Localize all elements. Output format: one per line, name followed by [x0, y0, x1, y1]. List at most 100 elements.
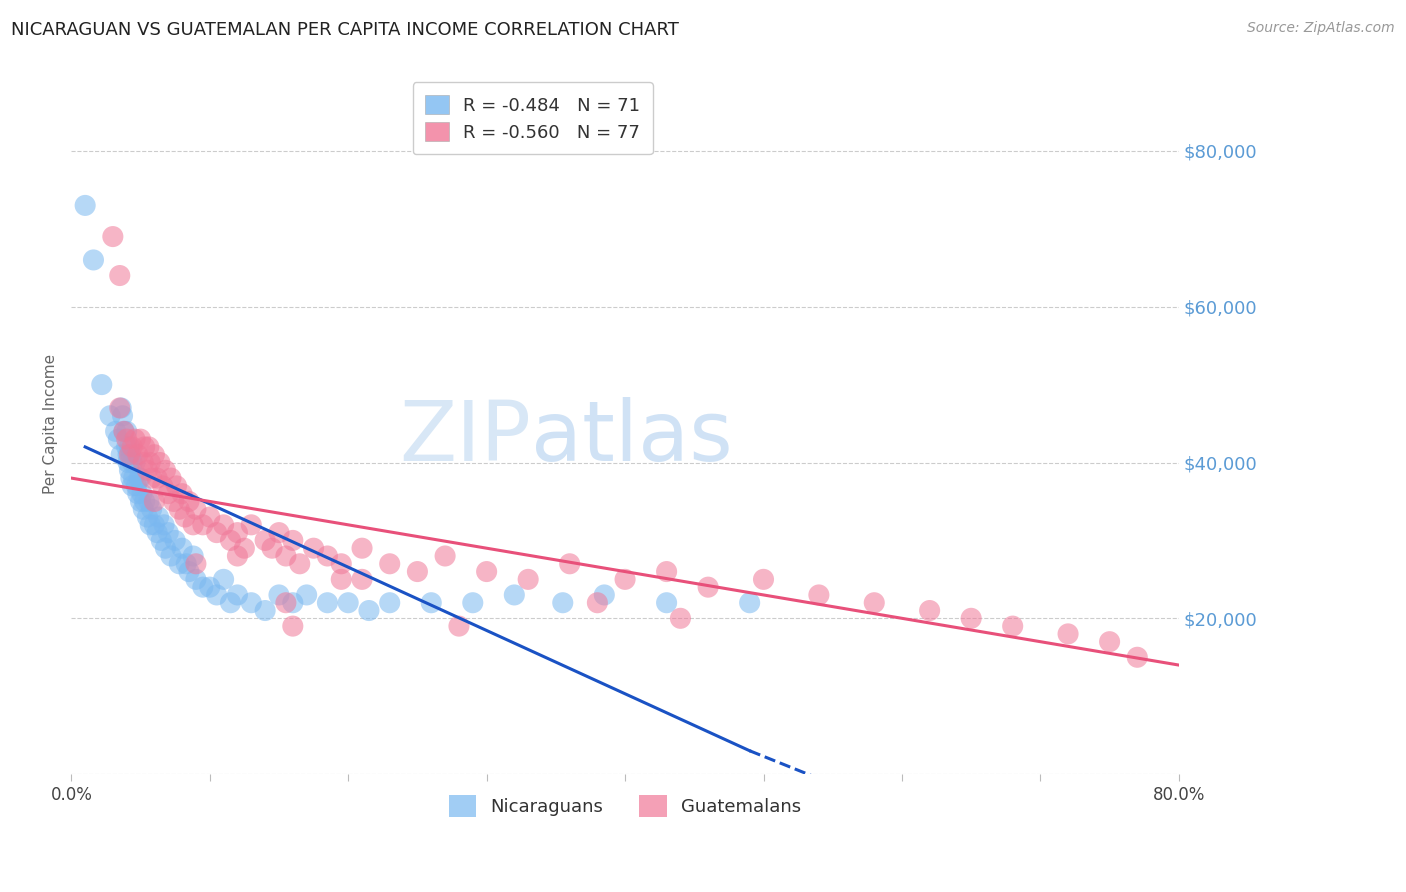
Point	[143, 517, 166, 532]
Point	[558, 557, 581, 571]
Point	[1057, 627, 1080, 641]
Point	[226, 549, 249, 563]
Point	[127, 448, 149, 462]
Point	[121, 440, 143, 454]
Point	[406, 565, 429, 579]
Point	[163, 494, 186, 508]
Point	[267, 588, 290, 602]
Point	[330, 573, 353, 587]
Point	[260, 541, 283, 556]
Point	[274, 596, 297, 610]
Point	[184, 573, 207, 587]
Point	[117, 456, 139, 470]
Point	[160, 471, 183, 485]
Point	[124, 456, 146, 470]
Point	[98, 409, 121, 423]
Point	[129, 471, 152, 485]
Legend: Nicaraguans, Guatemalans: Nicaraguans, Guatemalans	[441, 789, 808, 825]
Point	[129, 494, 152, 508]
Point	[461, 596, 484, 610]
Point	[267, 525, 290, 540]
Point	[111, 409, 134, 423]
Point	[191, 580, 214, 594]
Point	[118, 463, 141, 477]
Point	[169, 557, 191, 571]
Point	[205, 525, 228, 540]
Point	[177, 565, 200, 579]
Point	[337, 596, 360, 610]
Point	[181, 549, 204, 563]
Point	[1098, 634, 1121, 648]
Point	[146, 525, 169, 540]
Point	[205, 588, 228, 602]
Point	[169, 502, 191, 516]
Point	[75, 198, 97, 212]
Point	[212, 517, 235, 532]
Point	[139, 456, 162, 470]
Point	[475, 565, 498, 579]
Point	[160, 549, 183, 563]
Point	[128, 471, 150, 485]
Point	[378, 596, 401, 610]
Point	[143, 494, 166, 508]
Point	[378, 557, 401, 571]
Point	[149, 456, 172, 470]
Point	[132, 456, 155, 470]
Point	[155, 463, 177, 477]
Point	[1126, 650, 1149, 665]
Text: NICARAGUAN VS GUATEMALAN PER CAPITA INCOME CORRELATION CHART: NICARAGUAN VS GUATEMALAN PER CAPITA INCO…	[11, 21, 679, 38]
Point	[219, 533, 242, 548]
Point	[295, 588, 318, 602]
Point	[219, 596, 242, 610]
Point	[136, 463, 159, 477]
Point	[669, 611, 692, 625]
Point	[152, 479, 174, 493]
Point	[357, 603, 380, 617]
Point	[127, 486, 149, 500]
Point	[1001, 619, 1024, 633]
Point	[918, 603, 941, 617]
Point	[593, 588, 616, 602]
Point	[863, 596, 886, 610]
Point	[138, 494, 160, 508]
Point	[115, 425, 138, 439]
Point	[655, 596, 678, 610]
Point	[614, 573, 637, 587]
Point	[134, 494, 156, 508]
Point	[184, 502, 207, 516]
Point	[136, 510, 159, 524]
Point	[110, 401, 132, 415]
Point	[146, 471, 169, 485]
Point	[503, 588, 526, 602]
Point	[129, 432, 152, 446]
Point	[274, 549, 297, 563]
Point	[115, 432, 138, 446]
Point	[110, 448, 132, 462]
Point	[752, 573, 775, 587]
Point	[122, 471, 145, 485]
Point	[447, 619, 470, 633]
Point	[118, 448, 141, 462]
Point	[165, 533, 187, 548]
Point	[112, 425, 135, 439]
Point	[121, 456, 143, 470]
Point	[82, 252, 104, 267]
Point	[350, 541, 373, 556]
Point	[212, 573, 235, 587]
Point	[198, 580, 221, 594]
Point	[170, 541, 193, 556]
Point	[125, 479, 148, 493]
Point	[132, 502, 155, 516]
Point	[118, 440, 141, 454]
Point	[240, 596, 263, 610]
Point	[120, 471, 142, 485]
Text: ZIP: ZIP	[399, 397, 531, 478]
Point	[960, 611, 983, 625]
Point	[316, 549, 339, 563]
Point	[170, 486, 193, 500]
Point	[551, 596, 574, 610]
Point	[157, 486, 180, 500]
Point	[233, 541, 256, 556]
Point	[191, 517, 214, 532]
Point	[166, 479, 188, 493]
